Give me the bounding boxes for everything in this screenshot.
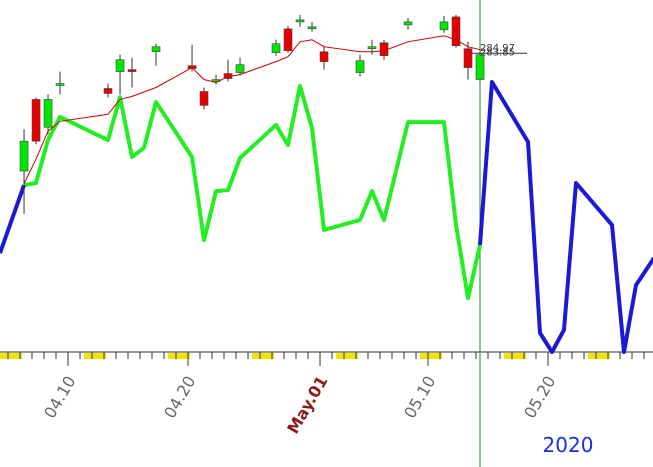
- weekend-band: [336, 353, 358, 359]
- candle-body: [319, 51, 329, 62]
- x-tick-label: 04.20: [160, 373, 199, 422]
- indicator-line: [0, 80, 653, 354]
- x-tick-label: May.01: [283, 373, 331, 438]
- moving-average: [23, 35, 481, 185]
- candle-body: [115, 59, 125, 72]
- candle-body: [307, 26, 317, 30]
- candle-body: [31, 99, 41, 142]
- candle-body: [103, 88, 113, 94]
- price-label: 284.97: [480, 43, 515, 54]
- weekend-band: [504, 353, 526, 359]
- weekend-band: [420, 353, 442, 359]
- candle-body: [151, 46, 161, 53]
- weekend-band: [252, 353, 274, 359]
- candle-body: [283, 28, 293, 52]
- candle-body: [403, 21, 413, 26]
- candle-body: [475, 54, 485, 80]
- x-tick-label: 04.10: [40, 373, 79, 422]
- candle-body: [355, 60, 365, 73]
- x-tick-label: 05.10: [400, 373, 439, 422]
- candle-body: [43, 99, 53, 128]
- x-tick-label: 05.20: [520, 373, 559, 422]
- candle-body: [295, 19, 305, 23]
- indicator-line: [23, 83, 482, 301]
- candle-body: [235, 64, 245, 73]
- candle-body: [55, 83, 65, 86]
- weekend-band: [84, 353, 106, 359]
- weekend-band: [588, 353, 610, 359]
- weekend-band: [0, 353, 22, 359]
- candle-body: [451, 16, 461, 47]
- candle-body: [271, 43, 281, 53]
- candle-body: [19, 140, 29, 172]
- candle-body: [127, 69, 137, 72]
- weekend-band: [168, 353, 190, 359]
- candle-body: [463, 48, 473, 68]
- year-label: 2020: [543, 433, 594, 457]
- candle-body: [199, 91, 209, 106]
- candle-body: [439, 21, 449, 31]
- candle-body: [367, 46, 377, 50]
